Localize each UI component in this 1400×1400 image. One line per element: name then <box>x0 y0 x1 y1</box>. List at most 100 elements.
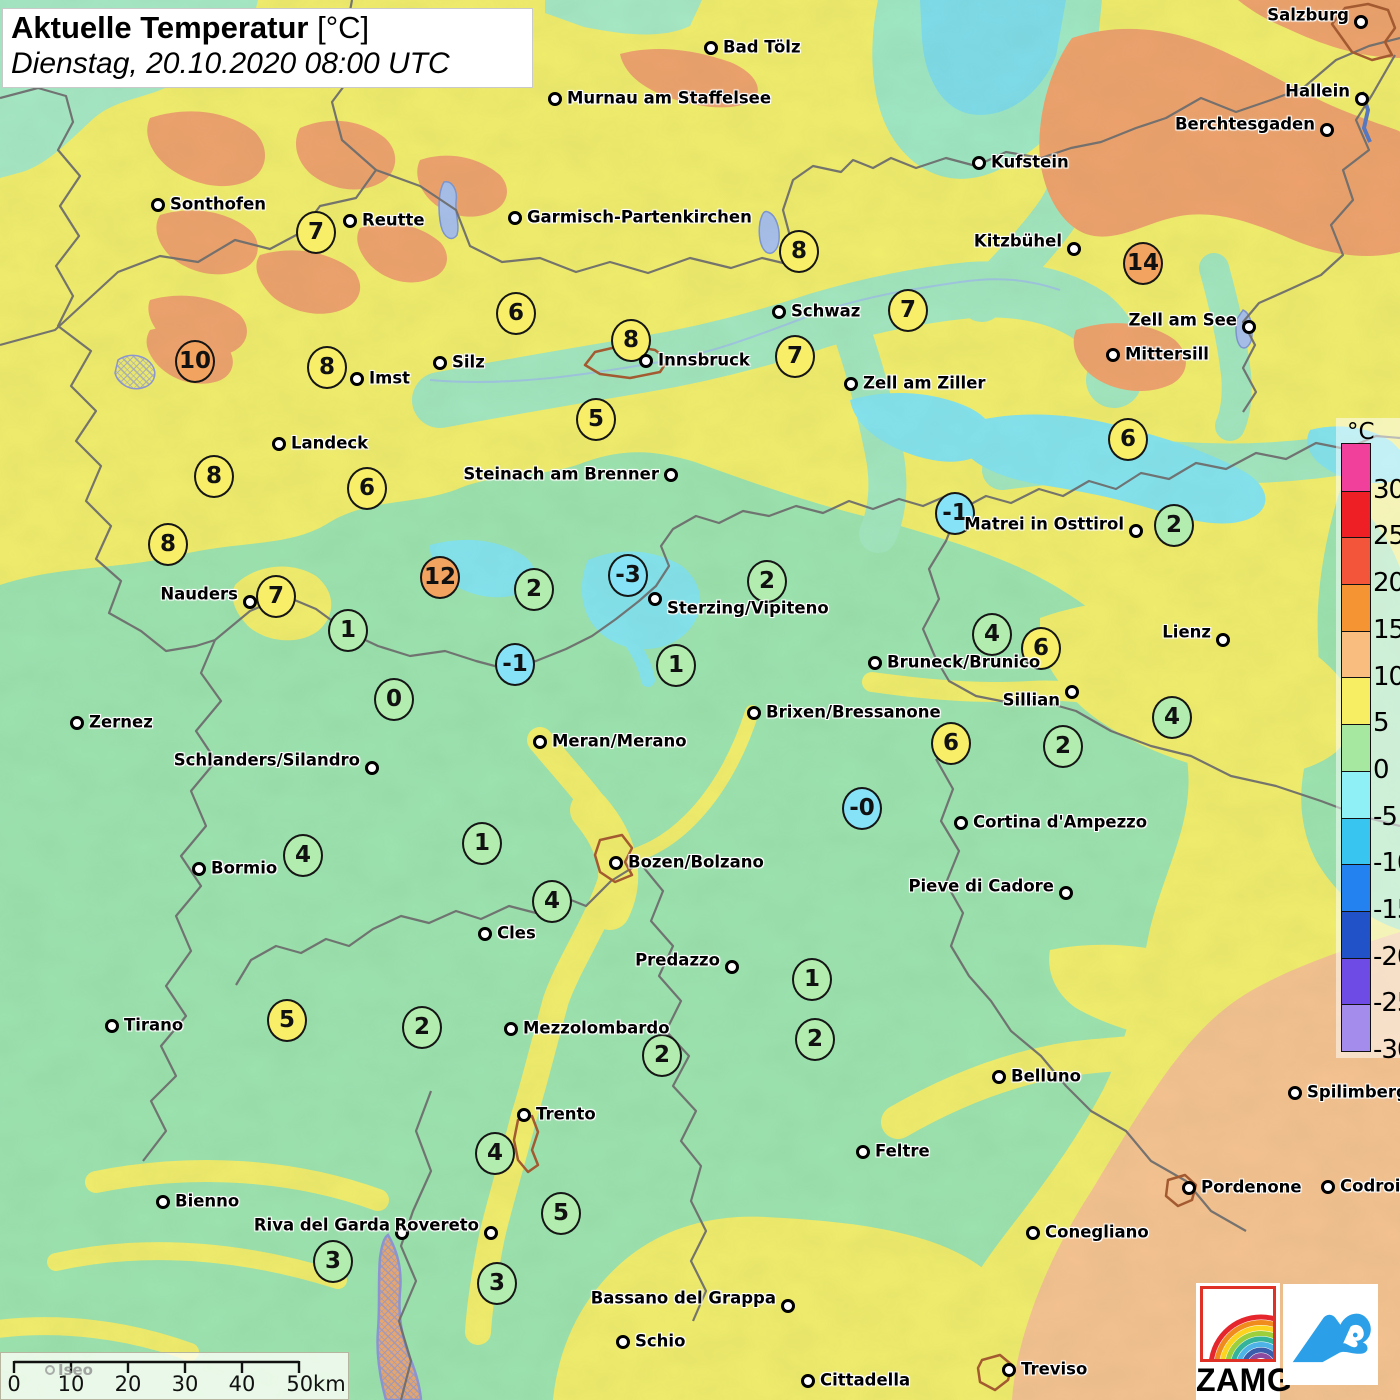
city-dot <box>1002 1363 1016 1377</box>
city-label: Zernez <box>89 712 153 732</box>
city-label: Bormio <box>211 858 278 878</box>
city-dot <box>433 356 447 370</box>
city-dot <box>747 706 761 720</box>
temp-marker: 8 <box>194 455 234 498</box>
city-dot <box>704 41 718 55</box>
city-dot <box>484 1226 498 1240</box>
city-label: Cittadella <box>820 1370 911 1390</box>
city-label: Bienno <box>175 1191 240 1211</box>
city-label: Garmisch-Partenkirchen <box>527 207 752 227</box>
city-label: Pieve di Cadore <box>908 876 1054 896</box>
city-dot <box>1106 348 1120 362</box>
scale-label: 10 <box>57 1372 85 1396</box>
temp-marker: 1 <box>656 644 696 687</box>
city-dot <box>508 211 522 225</box>
city-label: Lienz <box>1162 622 1211 642</box>
city-dot <box>70 716 84 730</box>
city-dot <box>1321 1180 1335 1194</box>
partner-logo <box>1283 1284 1378 1385</box>
scale-bar-ruler <box>12 1360 301 1373</box>
city-label: Bruneck/Brunico <box>887 652 1041 672</box>
city-dot <box>781 1299 795 1313</box>
city-dot <box>1288 1086 1302 1100</box>
temp-marker: 4 <box>1152 696 1192 739</box>
city-dot <box>725 960 739 974</box>
city-label: Codroipo <box>1340 1176 1400 1196</box>
city-label: Kufstein <box>991 152 1069 172</box>
city-label: Landeck <box>291 433 369 453</box>
temp-marker: 2 <box>795 1018 835 1061</box>
legend-color-block <box>1342 537 1370 585</box>
legend-color-block <box>1342 490 1370 538</box>
map-title-unit: [°C] <box>317 10 370 45</box>
temp-marker: -0 <box>842 787 882 830</box>
map-title-box: Aktuelle Temperatur [°C] Dienstag, 20.10… <box>2 8 533 88</box>
scale-label: 30 <box>171 1372 199 1396</box>
temp-marker: 2 <box>1154 504 1194 547</box>
ghost-city-label: Iseo <box>45 1361 93 1379</box>
city-label: Silz <box>452 352 485 372</box>
temp-marker: 2 <box>514 568 554 611</box>
city-label: Schio <box>635 1331 686 1351</box>
city-dot <box>972 156 986 170</box>
temp-marker: -3 <box>608 554 648 597</box>
city-label: Sterzing/Vipiteno <box>667 598 829 618</box>
city-dot <box>1067 242 1081 256</box>
city-dot <box>1354 15 1368 29</box>
legend-tick-label: 5 <box>1373 708 1390 739</box>
city-dot <box>1182 1181 1196 1195</box>
city-label: Bad Tölz <box>723 37 801 57</box>
city-dot <box>395 1226 409 1240</box>
temp-marker: 4 <box>972 613 1012 656</box>
city-label: Matrei in Osttirol <box>964 514 1124 534</box>
city-dot <box>151 198 165 212</box>
temp-marker: 3 <box>477 1262 517 1305</box>
temperature-legend: °C 30 25 20 15 10 5 0 -5 -10 -15 -20 -25 -30 <box>1336 418 1400 1065</box>
legend-tick-label: 30 <box>1373 474 1400 505</box>
city-label: Schwaz <box>791 301 861 321</box>
legend-tick-label: -10 <box>1373 848 1400 879</box>
temp-marker: 4 <box>475 1132 515 1175</box>
legend-tick-label: 0 <box>1373 754 1390 785</box>
city-dot <box>1026 1226 1040 1240</box>
legend-color-bar <box>1341 443 1371 1052</box>
legend-tick-label: 10 <box>1373 661 1400 692</box>
city-dot <box>192 862 206 876</box>
temp-marker: 5 <box>267 999 307 1042</box>
legend-color-block <box>1342 910 1370 958</box>
city-label: Tirano <box>124 1015 184 1035</box>
temp-marker: 7 <box>296 211 336 254</box>
scale-label: 50km <box>286 1372 346 1396</box>
legend-tick-label: -5 <box>1373 801 1398 832</box>
legend-color-block <box>1342 677 1370 725</box>
city-dot <box>1320 123 1334 137</box>
temp-marker: 6 <box>1021 627 1061 670</box>
scale-label: 20 <box>114 1372 142 1396</box>
legend-color-block <box>1342 1004 1370 1051</box>
temp-marker: 1 <box>792 958 832 1001</box>
city-label: Predazzo <box>635 950 720 970</box>
city-dot <box>616 1335 630 1349</box>
city-label: Hallein <box>1285 81 1350 101</box>
legend-tick-label: 25 <box>1373 521 1400 552</box>
city-label: Spilimbergo <box>1307 1082 1400 1102</box>
city-label: Riva del Garda <box>253 1215 390 1235</box>
legend-tick-label: 20 <box>1373 568 1400 599</box>
city-label: Murnau am Staffelsee <box>567 88 772 108</box>
city-dot <box>609 856 623 870</box>
city-dot <box>844 377 858 391</box>
temp-marker: 8 <box>307 346 347 389</box>
city-label: Imst <box>369 368 411 388</box>
city-label: Brixen/Bressanone <box>766 702 941 722</box>
legend-color-block <box>1342 724 1370 771</box>
city-label: Steinach am Brenner <box>463 464 659 484</box>
city-dot <box>801 1374 815 1388</box>
city-dot <box>954 816 968 830</box>
legend-color-block <box>1342 584 1370 631</box>
legend-color-block <box>1342 957 1370 1005</box>
legend-tick-label: -15 <box>1373 895 1400 925</box>
zamg-logo-text: ZAMG <box>1196 1362 1293 1398</box>
temp-marker: 1 <box>462 822 502 865</box>
city-label: Berchtesgaden <box>1174 114 1315 134</box>
